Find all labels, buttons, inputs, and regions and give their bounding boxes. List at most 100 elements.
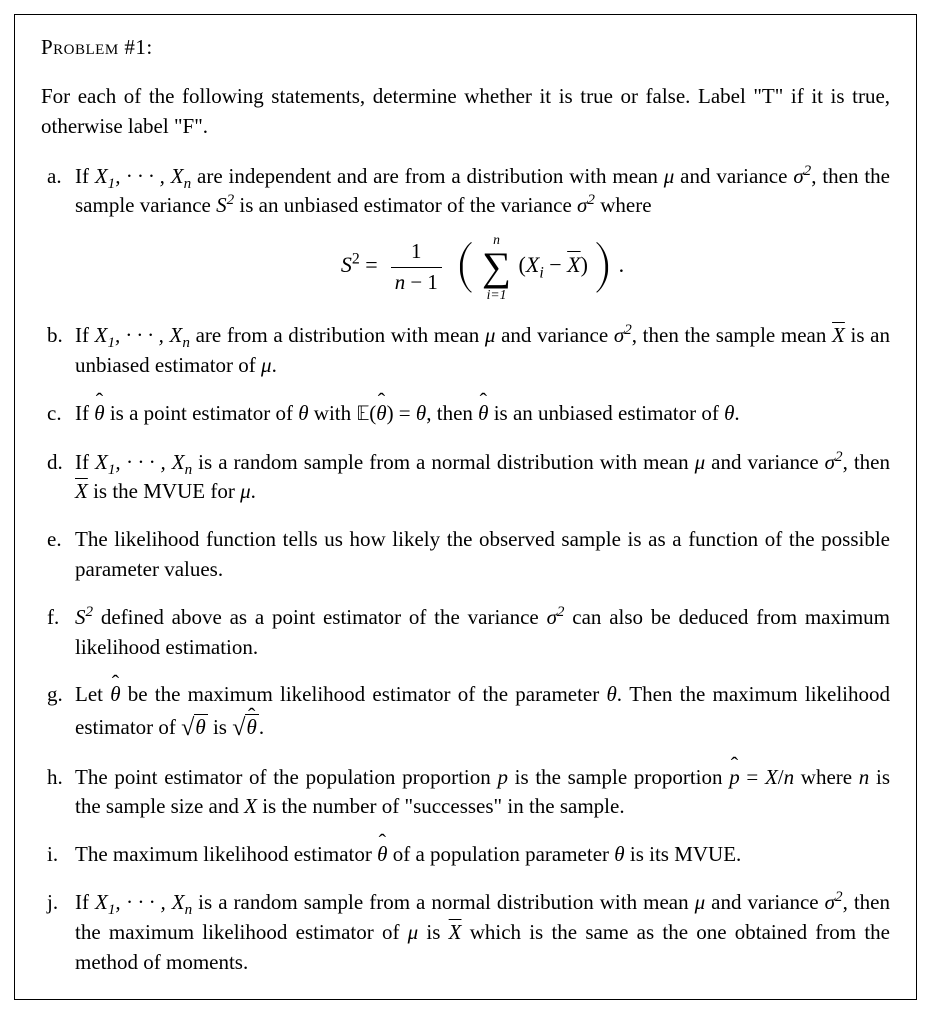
statement-list: a. If X1, · · · , Xn are independent and… xyxy=(41,162,890,978)
text: is xyxy=(208,715,233,739)
text: where xyxy=(794,765,859,789)
text: is an unbiased estimator of xyxy=(488,401,724,425)
text: The likelihood function tells us how lik… xyxy=(75,527,890,581)
text: If xyxy=(75,450,95,474)
math-S2: S2 xyxy=(216,193,234,217)
minus1: − 1 xyxy=(405,270,438,294)
math-n: n xyxy=(859,765,870,789)
text: The point estimator of the population pr… xyxy=(75,765,497,789)
math-sigma2: σ2 xyxy=(614,323,632,347)
item-b: b. If X1, · · · , Xn are from a distribu… xyxy=(75,321,890,381)
item-f: f. S2 defined above as a point estimator… xyxy=(75,603,890,663)
rparen-icon: ) xyxy=(593,239,613,290)
summation: n ∑ i=1 xyxy=(482,233,511,301)
item-a-marker: a. xyxy=(47,162,62,192)
text: with xyxy=(309,401,357,425)
text: be the maximum likelihood estimator of t… xyxy=(121,682,607,706)
text: is the MVUE for xyxy=(88,479,240,503)
problem-intro: For each of the following statements, de… xyxy=(41,82,890,142)
text: defined above as a point estimator of th… xyxy=(93,605,547,629)
math-sigma2: σ2 xyxy=(825,450,843,474)
dot: . xyxy=(251,479,256,503)
eq-dot: . xyxy=(619,252,625,277)
math-sigma2: σ2 xyxy=(547,605,565,629)
text: of a population parameter xyxy=(387,842,614,866)
denominator: n − 1 xyxy=(391,268,442,298)
item-f-marker: f. xyxy=(47,603,59,633)
text: and variance xyxy=(705,450,825,474)
item-e-marker: e. xyxy=(47,525,62,555)
text: is its MVUE. xyxy=(625,842,742,866)
math-seq: X1, · · · , Xn xyxy=(95,323,190,347)
math-mu: μ xyxy=(408,920,419,944)
text: is a random sample from a normal distrib… xyxy=(192,450,694,474)
item-d-marker: d. xyxy=(47,448,63,478)
text: is the number of "successes" in the samp… xyxy=(257,794,625,818)
text: and variance xyxy=(674,164,793,188)
text: and variance xyxy=(705,890,825,914)
math-seq: X1, · · · , Xn xyxy=(95,164,191,188)
item-h-marker: h. xyxy=(47,763,63,793)
math-theta: θ xyxy=(298,401,308,425)
math-thetahat: θ xyxy=(94,399,104,429)
item-a: a. If X1, · · · , Xn are independent and… xyxy=(75,162,890,303)
math-X: X xyxy=(244,794,257,818)
item-b-marker: b. xyxy=(47,321,63,351)
text: The maximum likelihood estimator xyxy=(75,842,377,866)
item-i: i. The maximum likelihood estimator θ of… xyxy=(75,840,890,870)
intro-line-1: For each of the following statements, de… xyxy=(41,84,804,108)
text: are from a distribution with mean xyxy=(190,323,485,347)
math-eq: = X/n xyxy=(740,765,794,789)
numerator: 1 xyxy=(391,237,442,268)
math-phat: p xyxy=(729,763,740,793)
text: is a random sample from a normal distrib… xyxy=(192,890,694,914)
item-j: j. If X1, · · · , Xn is a random sample … xyxy=(75,888,890,977)
text: is a point estimator of xyxy=(105,401,299,425)
item-d: d. If X1, · · · , Xn is a random sample … xyxy=(75,448,890,508)
math-mu: μ xyxy=(695,450,706,474)
text: If xyxy=(75,890,95,914)
sigma-icon: ∑ xyxy=(482,247,511,288)
n: n xyxy=(395,270,405,294)
text: If xyxy=(75,401,94,425)
text: and variance xyxy=(495,323,613,347)
math-expectation: 𝔼(θ) = θ xyxy=(356,401,426,425)
math-thetahat: θ xyxy=(110,680,120,710)
math-mu: μ xyxy=(695,890,706,914)
math-theta: θ xyxy=(724,401,734,425)
math-theta: θ xyxy=(614,842,624,866)
sum-lower: i=1 xyxy=(482,288,511,302)
item-g-marker: g. xyxy=(47,680,63,710)
text: is the sample proportion xyxy=(508,765,729,789)
text: , then the sample mean xyxy=(632,323,832,347)
math-theta: θ xyxy=(606,682,616,706)
item-c-marker: c. xyxy=(47,399,62,429)
math-mu: μ xyxy=(240,479,251,503)
item-c: c. If θ is a point estimator of θ with 𝔼… xyxy=(75,399,890,430)
item-g: g. Let θ be the maximum likelihood estim… xyxy=(75,680,890,744)
math-seq: X1, · · · , Xn xyxy=(95,450,192,474)
text: is xyxy=(418,920,448,944)
dot: . xyxy=(272,353,277,377)
math-mu: μ xyxy=(664,164,675,188)
dot: . xyxy=(259,715,264,739)
problem-title: Problem #1: xyxy=(41,35,890,60)
math-xbar: X xyxy=(75,479,88,503)
math-sigma2: σ2 xyxy=(793,164,811,188)
text: , then xyxy=(426,401,478,425)
math-thetahat: θ xyxy=(478,399,488,429)
dot: . xyxy=(734,401,739,425)
xbar: X xyxy=(567,252,580,277)
math-xbar: X xyxy=(449,920,462,944)
fraction: 1 n − 1 xyxy=(391,237,442,297)
text: are independent and are from a distribut… xyxy=(191,164,664,188)
math-mu: μ xyxy=(261,353,272,377)
text: Let xyxy=(75,682,110,706)
text: If xyxy=(75,164,95,188)
math-thetahat: θ xyxy=(377,840,387,870)
page: Problem #1: For each of the following st… xyxy=(0,0,931,1014)
text: where xyxy=(595,193,652,217)
problem-box: Problem #1: For each of the following st… xyxy=(14,14,917,1000)
item-e: e. The likelihood function tells us how … xyxy=(75,525,890,585)
math-sqrt-thetahat: √θ xyxy=(232,715,259,739)
